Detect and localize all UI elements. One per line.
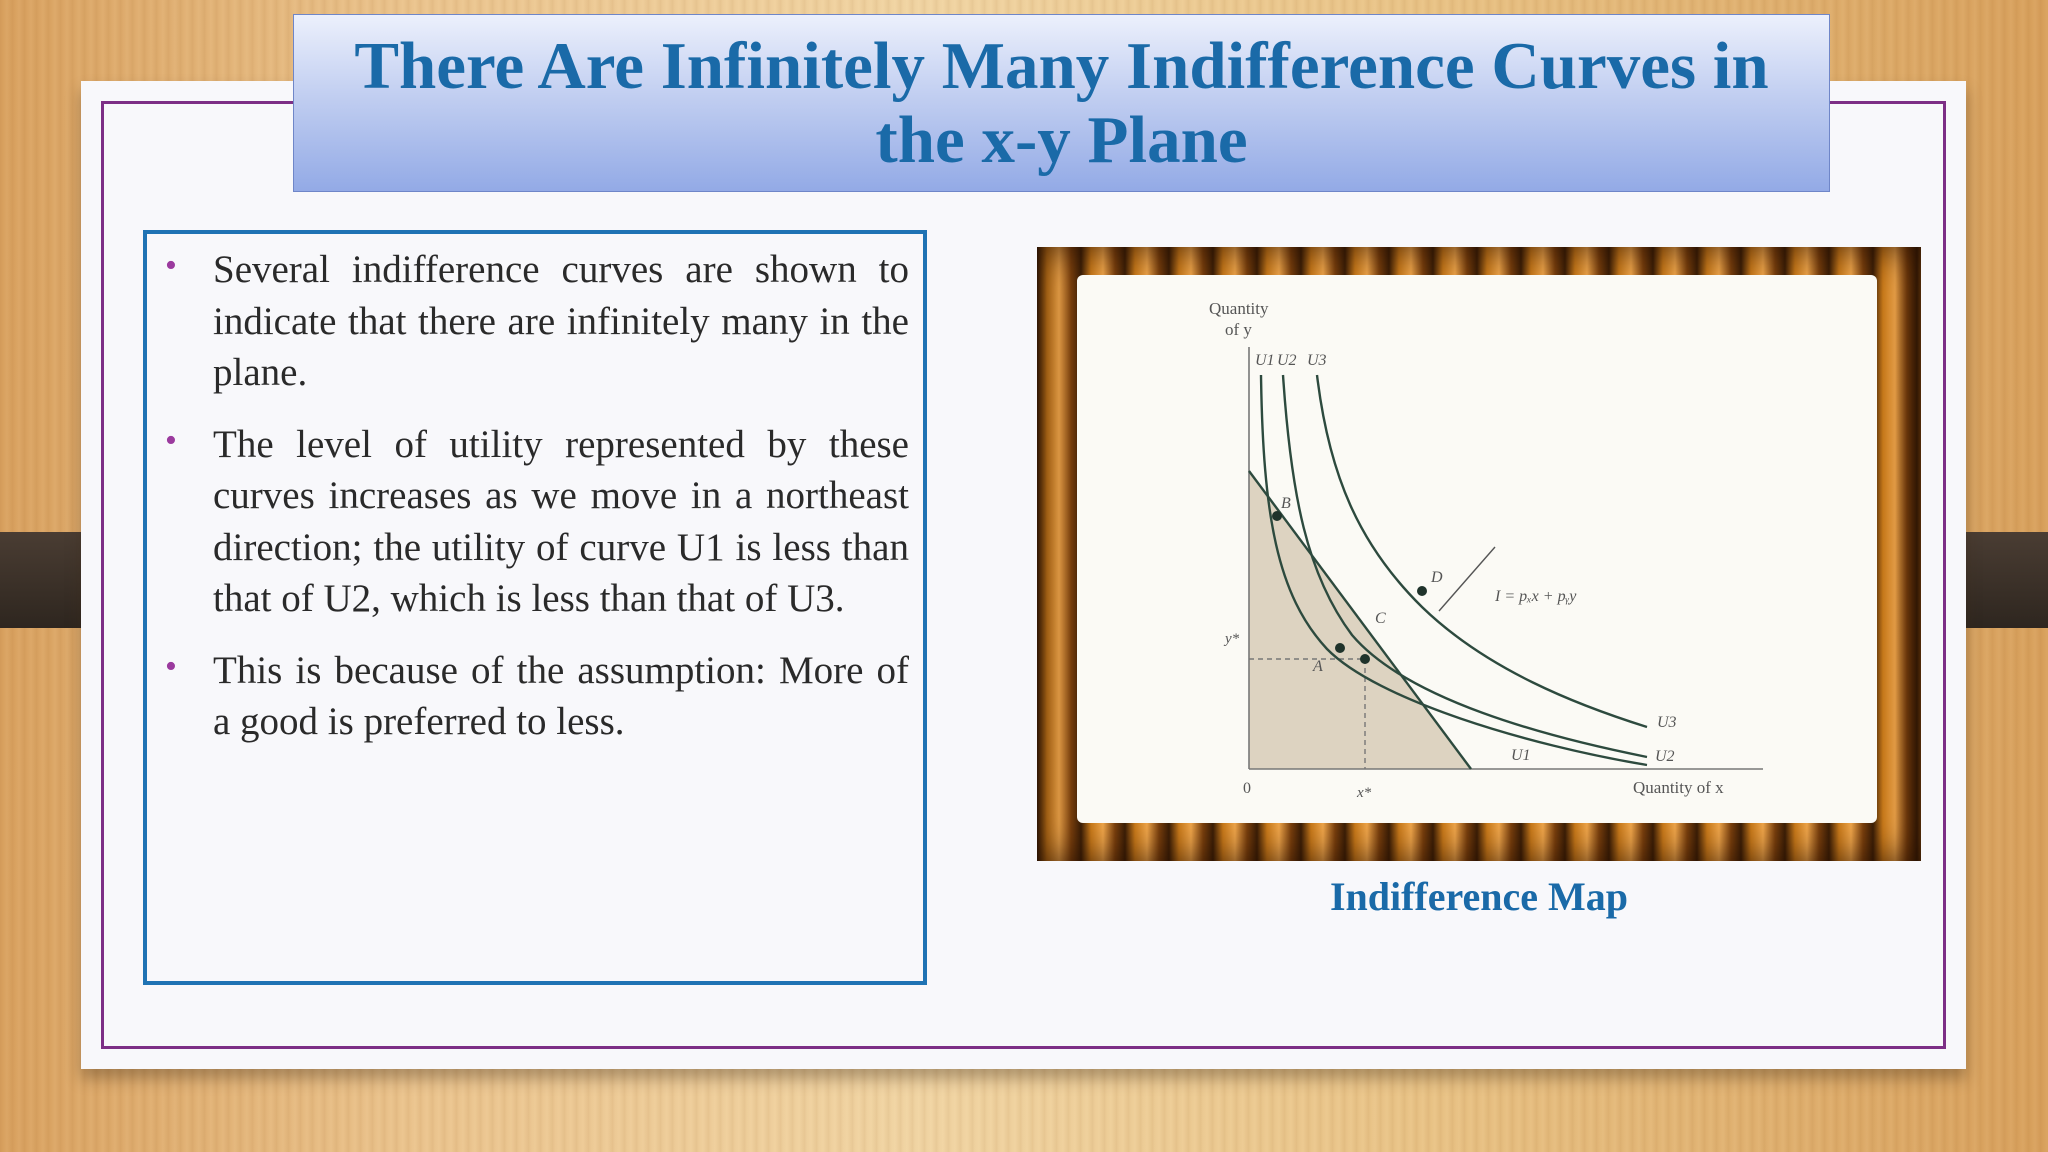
curve-label-end-u1: U1 [1511, 747, 1531, 764]
picture-frame: Quantity of y U1 U2 U3 B A C D I = pₓx +… [1037, 247, 1921, 861]
curve-label-end-u3: U3 [1657, 714, 1677, 731]
indifference-curve-u1 [1259, 374, 1648, 767]
slide-title: There Are Infinitely Many Indifference C… [354, 29, 1769, 177]
origin-label: 0 [1243, 780, 1251, 797]
indifference-curve-u2 [1281, 374, 1648, 759]
bullet-text-box: • Several indifference curves are shown t… [143, 230, 927, 985]
y-axis-label-line2: of y [1225, 320, 1252, 339]
bullet-item: • The level of utility represented by the… [163, 419, 909, 625]
x-axis-label: Quantity of x [1633, 778, 1724, 797]
curve-label-top-u2: U2 [1277, 352, 1297, 369]
bullet-dot-icon: • [165, 247, 177, 284]
indifference-curve-u3 [1315, 374, 1648, 729]
bullet-item: • This is because of the assumption: More… [163, 645, 909, 748]
point-a [1335, 643, 1345, 653]
bullet-text: This is because of the assumption: More … [213, 648, 909, 744]
y-axis-label-line1: Quantity [1209, 299, 1269, 318]
budget-line [1248, 470, 1472, 770]
bullet-dot-icon: • [165, 647, 177, 685]
budget-line-label: I = pₓx + pᵧy [1494, 588, 1577, 605]
indifference-map-diagram: Quantity of y U1 U2 U3 B A C D I = pₓx +… [1209, 299, 1763, 801]
bullet-text: The level of utility represented by thes… [213, 422, 909, 621]
curve-label-top-u3: U3 [1307, 352, 1327, 369]
bullet-dot-icon: • [165, 421, 177, 459]
point-label-b: B [1281, 495, 1291, 512]
figure-caption: Indifference Map [1329, 874, 1629, 919]
indifference-map-figure: Quantity of y U1 U2 U3 B A C D I = pₓx +… [1077, 275, 1877, 823]
bullet-text: Several indifference curves are shown to… [213, 248, 909, 394]
curve-label-top-u1: U1 [1255, 352, 1275, 369]
point-d [1417, 586, 1427, 596]
curve-label-end-u2: U2 [1655, 748, 1675, 765]
point-label-d: D [1430, 569, 1443, 586]
x-star-label: x* [1356, 785, 1372, 801]
title-banner: There Are Infinitely Many Indifference C… [293, 14, 1830, 192]
y-star-label: y* [1223, 631, 1240, 647]
bullet-item: • Several indifference curves are shown t… [163, 244, 909, 399]
budget-label-leader [1438, 546, 1496, 612]
point-c [1360, 654, 1370, 664]
point-b [1272, 511, 1282, 521]
bullet-list: • Several indifference curves are shown t… [163, 244, 909, 748]
point-label-a: A [1312, 658, 1323, 675]
point-label-c: C [1375, 610, 1386, 627]
